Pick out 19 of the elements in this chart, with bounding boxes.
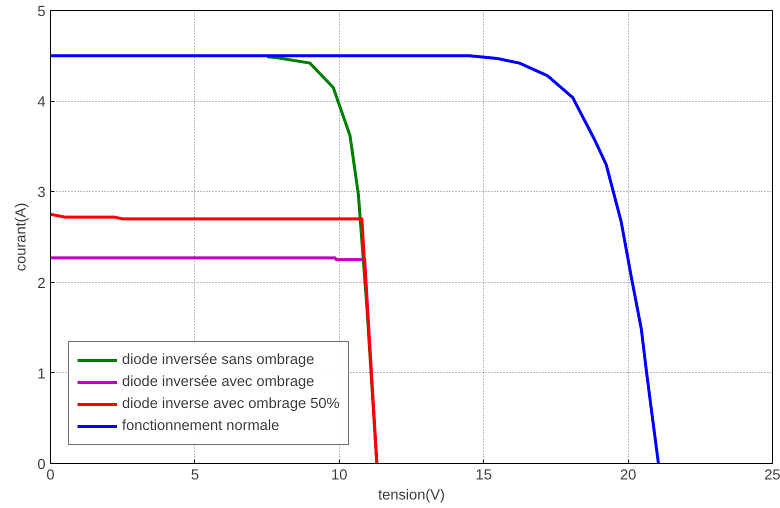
y-tick-label: 5 [37,4,46,20]
y-tick-label: 1 [37,366,46,382]
y-tick-label: 2 [37,276,46,292]
x-tick-label: 10 [331,468,348,484]
x-axis-title: tension(V) [378,488,445,504]
y-tick-label: 3 [37,185,46,202]
y-axis-title: courant(A) [13,202,30,272]
x-tick-label: 20 [620,468,636,484]
x-tick-label: 15 [476,468,492,484]
x-tick-label: 25 [764,468,780,484]
legend-label: fonctionnement normale [122,418,280,434]
x-tick-label: 5 [190,468,199,484]
y-tick-label: 0 [37,457,46,473]
y-tick-label: 4 [37,94,46,111]
line-series [50,212,378,464]
line-series [50,54,660,464]
legend-label: diode inversée sans ombrage [122,352,314,368]
legend-label: diode inversée avec ombrage [122,374,314,390]
legend-label: diode inverse avec ombrage 50% [122,396,340,412]
